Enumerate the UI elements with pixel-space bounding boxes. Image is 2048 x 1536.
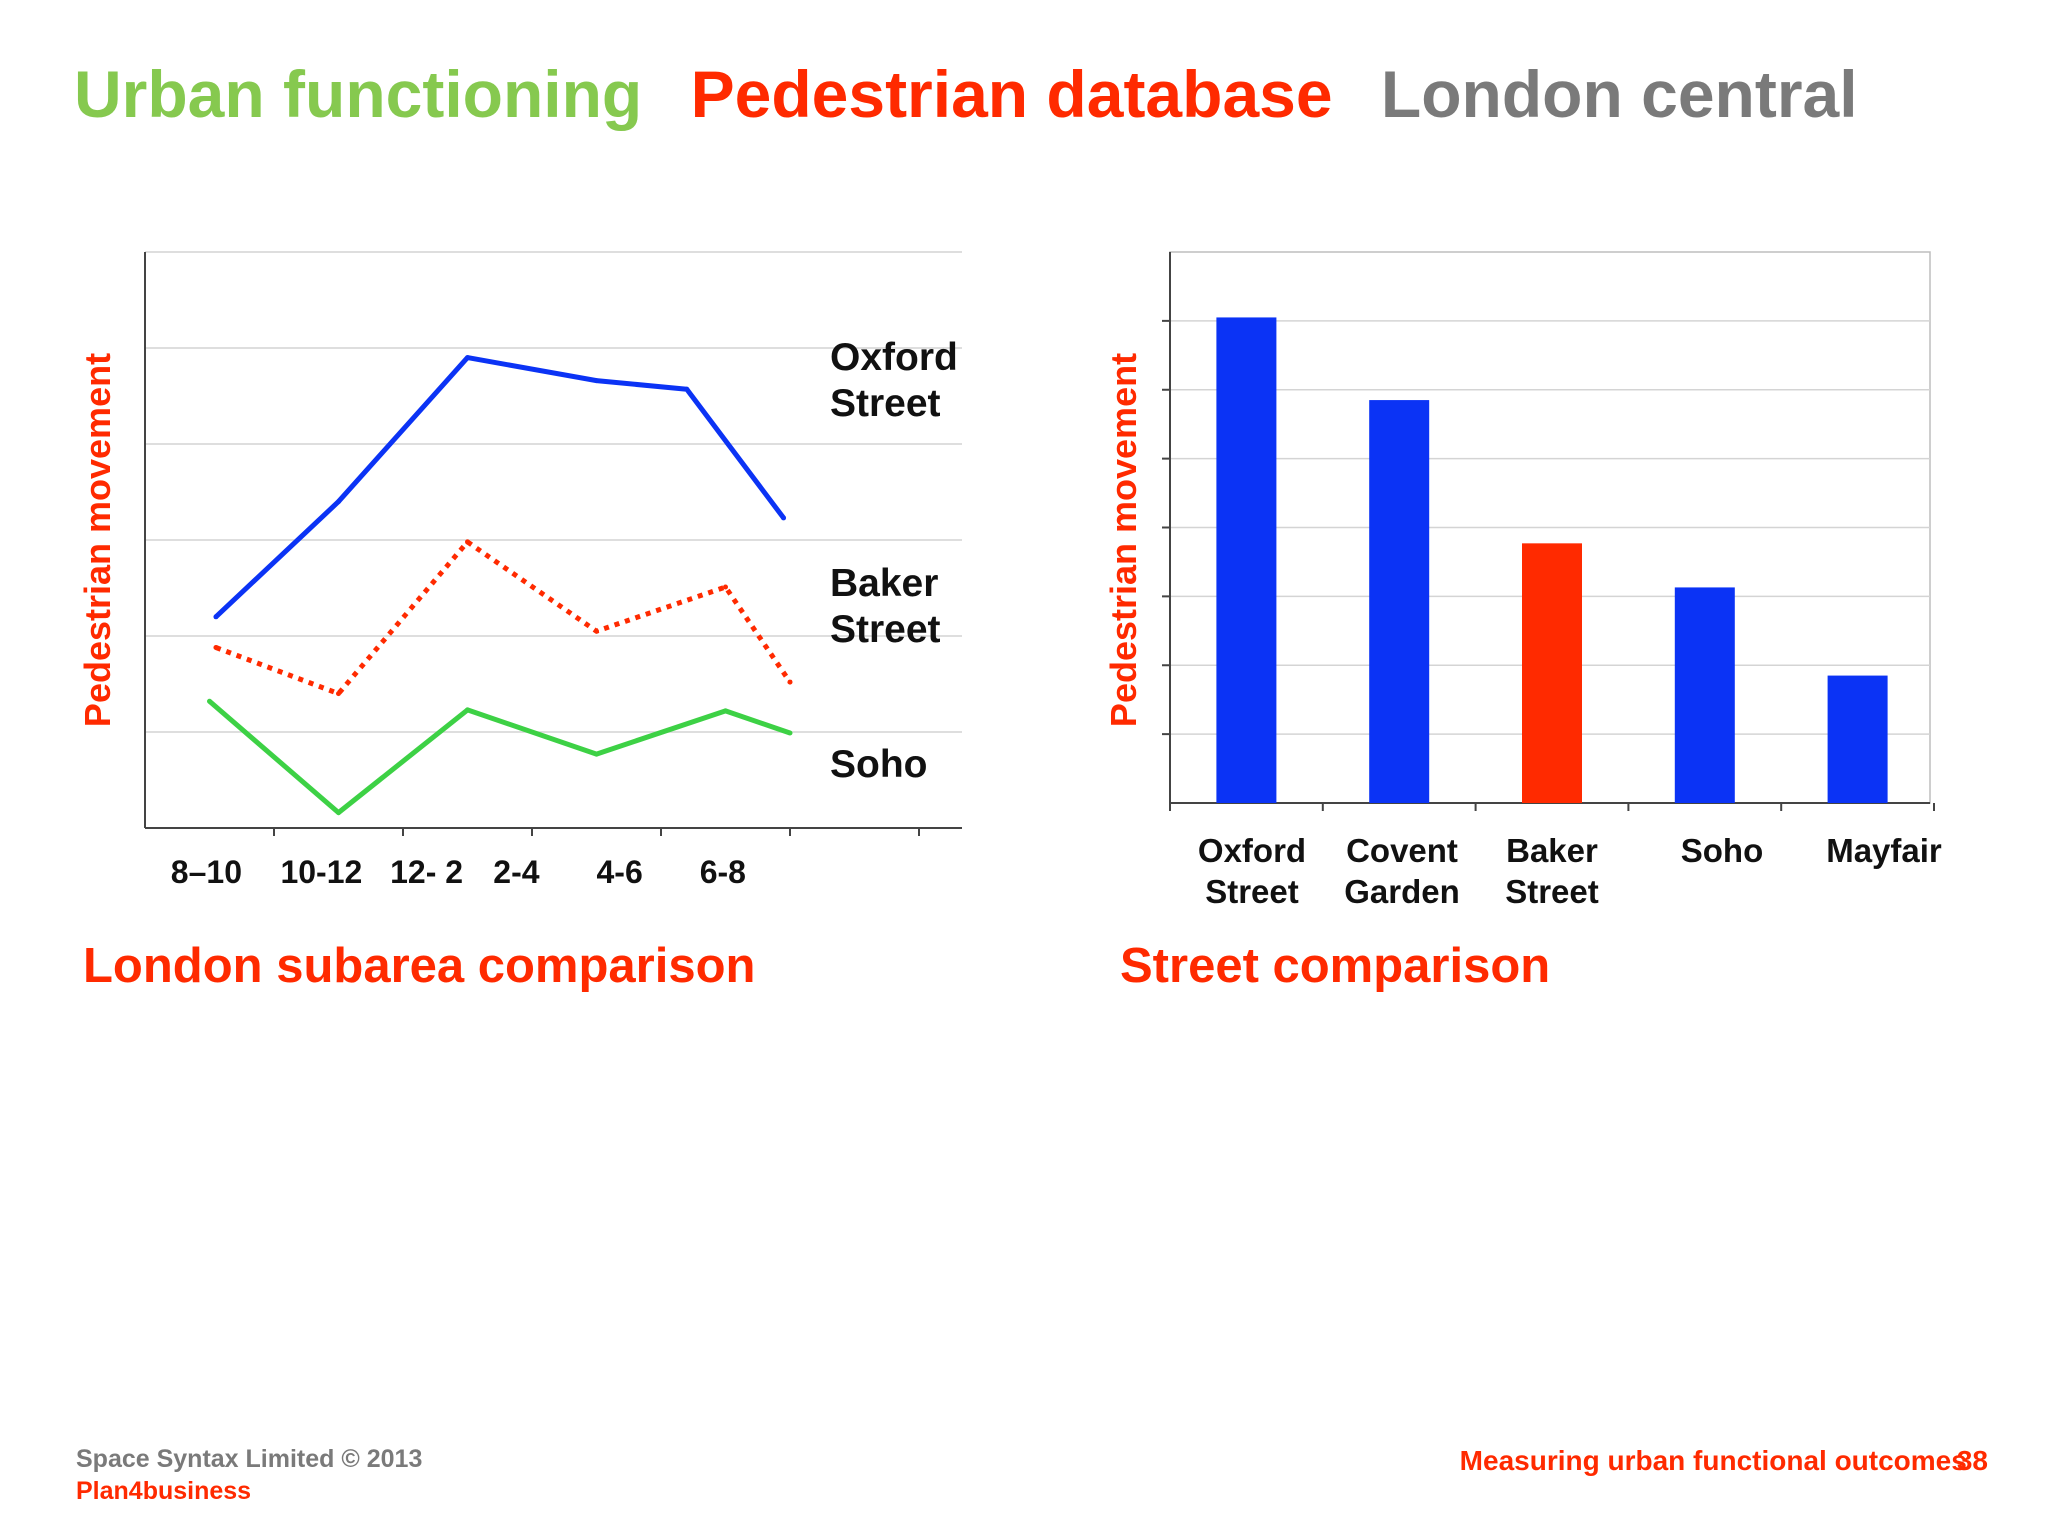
bar-oxford-street (1216, 317, 1277, 803)
series-point-baker-street (723, 584, 728, 590)
series-label-baker-street: Street (830, 608, 941, 651)
footer-subtitle: Measuring urban functional outcomes (1459, 1445, 1967, 1476)
series-point-soho (465, 707, 470, 713)
bar-chart-category-label: Garden (1344, 873, 1460, 910)
bar-chart-y-label: Pedestrian movement (1103, 353, 1144, 727)
slide-title: Urban functioning Pedestrian database Lo… (74, 56, 1888, 132)
bar-chart-category-label: Covent (1346, 832, 1458, 869)
line-chart-tick-label: 8–10 (171, 854, 242, 890)
bar-soho (1674, 587, 1735, 803)
series-point-oxford-street (213, 614, 219, 620)
bar-chart-category-label: Oxford (1198, 832, 1306, 869)
series-point-soho (594, 751, 599, 757)
bar-chart-category-label: Baker (1506, 832, 1598, 869)
bar-baker-street (1522, 543, 1582, 803)
bar-mayfair (1827, 675, 1888, 803)
footer-company: Space Syntax Limited © 2013 (76, 1445, 423, 1473)
series-point-oxford-street (465, 355, 470, 361)
series-point-soho (207, 698, 212, 704)
series-point-baker-street (336, 691, 341, 697)
series-label-baker-street: Baker (830, 562, 938, 605)
series-point-oxford-street (684, 386, 690, 392)
line-chart-tick-label: 6-8 (700, 854, 746, 890)
series-label-oxford-street: Street (830, 382, 941, 425)
series-point-oxford-street (594, 378, 599, 384)
series-point-baker-street (787, 679, 793, 685)
title-part-urban-functioning: Urban functioning (74, 57, 643, 131)
series-label-soho: Soho (830, 743, 927, 786)
series-label-oxford-street: Oxford (830, 336, 958, 379)
bar-chart-category-label: Soho (1681, 832, 1763, 869)
line-chart-tick-label: 12- 2 (390, 854, 463, 890)
series-point-oxford-street (336, 499, 341, 505)
title-part-pedestrian-database: Pedestrian database (690, 57, 1333, 131)
series-point-soho (723, 708, 728, 714)
title-part-london-central: London central (1380, 57, 1858, 131)
series-point-baker-street (594, 628, 599, 634)
series-point-baker-street (465, 539, 470, 545)
line-chart-tick-label: 10-12 (280, 854, 362, 890)
page-number: 38 (1956, 1445, 1988, 1476)
line-chart-tick-label: 2-4 (493, 854, 539, 890)
series-point-baker-street (213, 645, 219, 651)
line-chart-tick-label: 4-6 (597, 854, 643, 890)
bar-covent-garden (1369, 400, 1430, 803)
series-point-soho (787, 730, 793, 736)
footer-right: Measuring urban functional outcomes38 (1460, 1445, 1988, 1477)
series-point-soho (336, 810, 341, 816)
line-chart-caption: London subarea comparison (83, 939, 756, 993)
bar-chart-category-label: Street (1505, 873, 1599, 910)
bar-chart-category-label: Street (1205, 873, 1299, 910)
series-line-soho (207, 699, 791, 816)
footer-left: Space Syntax Limited © 2013 Plan4busines… (76, 1443, 422, 1507)
series-line-baker-street (215, 539, 793, 697)
series-line-oxford-street (214, 355, 786, 619)
bar-chart-caption: Street comparison (1120, 939, 1551, 993)
series-point-oxford-street (781, 515, 787, 521)
line-chart-y-label: Pedestrian movement (77, 353, 118, 727)
footer-brand: Plan4business (76, 1477, 252, 1505)
bar-chart-category-label: Mayfair (1826, 832, 1942, 869)
